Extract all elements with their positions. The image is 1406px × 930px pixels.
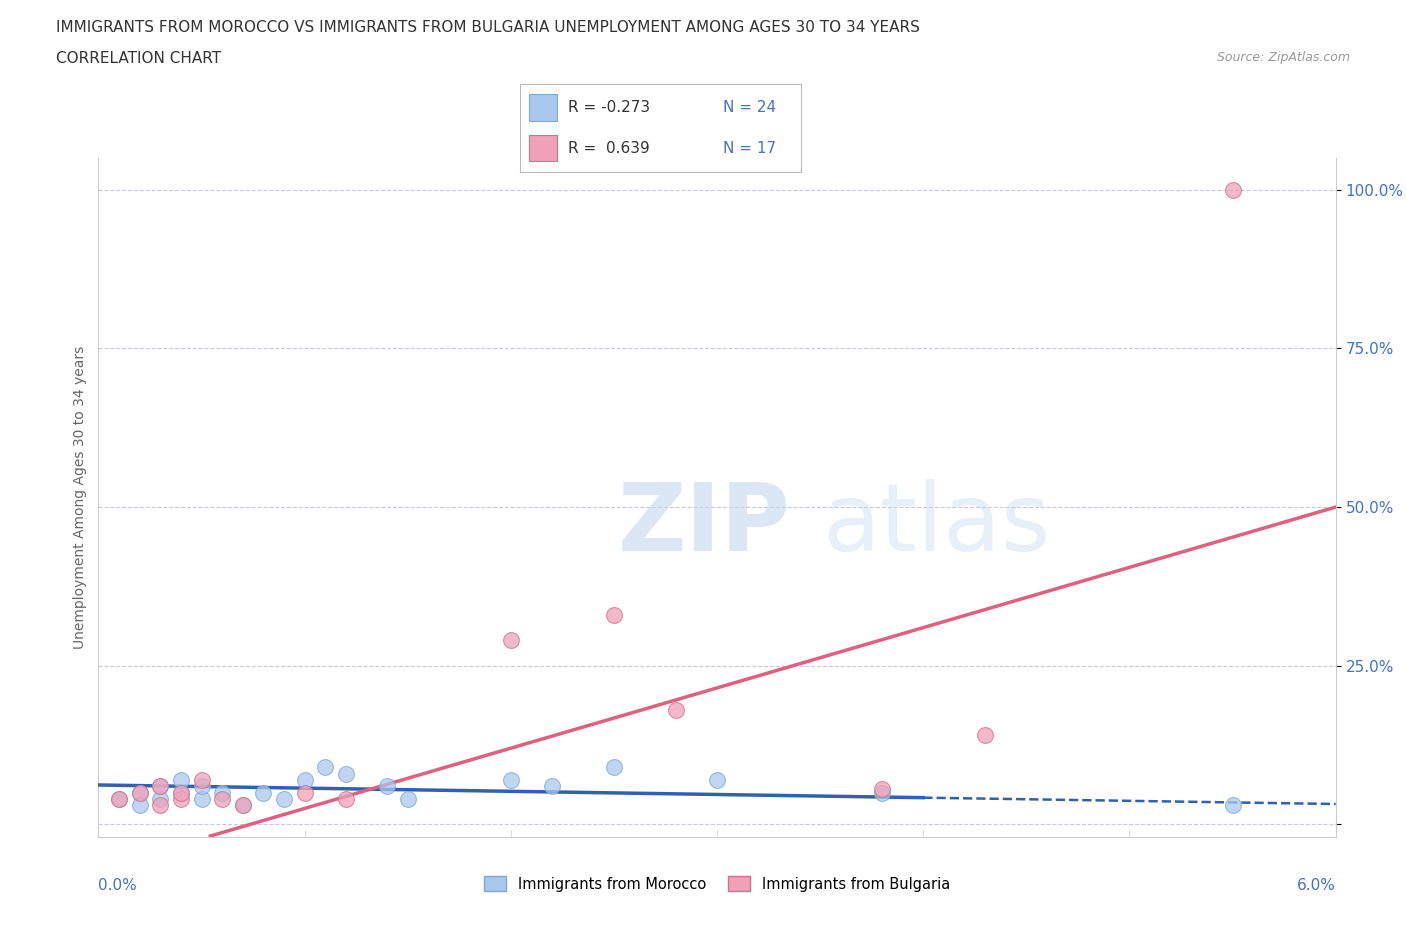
Text: CORRELATION CHART: CORRELATION CHART	[56, 51, 221, 66]
Point	[128, 785, 150, 800]
Point	[190, 778, 212, 793]
Point	[252, 785, 274, 800]
Point	[108, 791, 131, 806]
FancyBboxPatch shape	[529, 94, 557, 121]
Point	[1222, 182, 1244, 197]
Point	[294, 773, 316, 788]
Text: atlas: atlas	[823, 479, 1050, 571]
Point	[499, 773, 522, 788]
Point	[335, 791, 357, 806]
Point	[108, 791, 131, 806]
Text: N = 17: N = 17	[723, 140, 776, 155]
Point	[211, 785, 233, 800]
Point	[375, 778, 398, 793]
Point	[149, 778, 172, 793]
Point	[273, 791, 295, 806]
Point	[335, 766, 357, 781]
Text: IMMIGRANTS FROM MOROCCO VS IMMIGRANTS FROM BULGARIA UNEMPLOYMENT AMONG AGES 30 T: IMMIGRANTS FROM MOROCCO VS IMMIGRANTS FR…	[56, 20, 920, 35]
Text: R =  0.639: R = 0.639	[568, 140, 650, 155]
Point	[170, 785, 193, 800]
Point	[665, 703, 688, 718]
Point	[149, 798, 172, 813]
Point	[170, 785, 193, 800]
Point	[499, 633, 522, 648]
Text: Source: ZipAtlas.com: Source: ZipAtlas.com	[1216, 51, 1350, 64]
Point	[1222, 798, 1244, 813]
Point	[603, 607, 626, 622]
FancyBboxPatch shape	[529, 135, 557, 162]
Point	[149, 791, 172, 806]
Point	[232, 798, 254, 813]
Point	[541, 778, 564, 793]
Point	[974, 728, 997, 743]
Point	[314, 760, 336, 775]
Point	[232, 798, 254, 813]
Point	[128, 798, 150, 813]
Point	[170, 791, 193, 806]
Y-axis label: Unemployment Among Ages 30 to 34 years: Unemployment Among Ages 30 to 34 years	[73, 346, 87, 649]
Point	[211, 791, 233, 806]
Point	[706, 773, 728, 788]
FancyBboxPatch shape	[520, 84, 801, 172]
Point	[870, 782, 893, 797]
Point	[294, 785, 316, 800]
Point	[190, 791, 212, 806]
Point	[603, 760, 626, 775]
Text: R = -0.273: R = -0.273	[568, 100, 650, 115]
Point	[170, 773, 193, 788]
Point	[128, 785, 150, 800]
Text: 0.0%: 0.0%	[98, 878, 138, 893]
Text: ZIP: ZIP	[619, 479, 792, 571]
Point	[396, 791, 419, 806]
Text: 6.0%: 6.0%	[1296, 878, 1336, 893]
Legend: Immigrants from Morocco, Immigrants from Bulgaria: Immigrants from Morocco, Immigrants from…	[478, 870, 956, 897]
Point	[149, 778, 172, 793]
Point	[190, 773, 212, 788]
Point	[870, 785, 893, 800]
Text: N = 24: N = 24	[723, 100, 776, 115]
